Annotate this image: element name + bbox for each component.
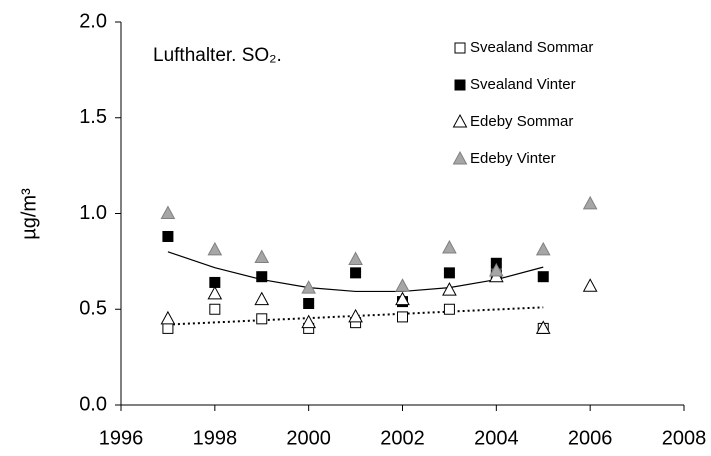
- point: [301, 314, 317, 329]
- point: [582, 195, 598, 210]
- point: [160, 310, 176, 325]
- y-tick-label: 1.0: [79, 202, 107, 224]
- point: [348, 251, 363, 265]
- point: [582, 278, 598, 292]
- point: [442, 282, 457, 296]
- x-tick-label: 2008: [662, 427, 707, 449]
- point: [303, 298, 315, 310]
- y-tick-label: 0.5: [79, 298, 107, 320]
- point: [443, 303, 455, 315]
- legend-marker: [452, 113, 468, 128]
- legend-label: Svealand Sommar: [470, 39, 593, 56]
- point: [301, 280, 317, 294]
- x-tick-label: 2000: [286, 427, 331, 449]
- point: [350, 267, 362, 279]
- point: [254, 249, 270, 264]
- trendline: [167, 251, 544, 293]
- point: [254, 291, 270, 306]
- point: [395, 278, 410, 292]
- point: [488, 262, 504, 277]
- y-tick-label: 1.5: [79, 106, 107, 128]
- x-tick-label: 2002: [380, 427, 425, 449]
- x-tick-label: 1996: [99, 427, 144, 449]
- point: [162, 230, 174, 242]
- point: [160, 205, 176, 219]
- point: [348, 308, 363, 323]
- y-tick-label: 2.0: [79, 10, 107, 32]
- y-tick-label: 0.0: [79, 393, 107, 415]
- point: [442, 239, 457, 254]
- legend-marker: [454, 79, 466, 91]
- point: [207, 285, 223, 300]
- x-tick-label: 2004: [474, 427, 519, 449]
- point: [535, 320, 551, 334]
- point: [537, 271, 549, 283]
- point: [397, 311, 408, 323]
- point: [256, 271, 268, 283]
- legend-label: Edeby Vinter: [470, 150, 556, 167]
- legend-marker: [452, 150, 468, 165]
- point: [209, 303, 221, 315]
- x-tick-label: 2006: [568, 427, 613, 449]
- point: [207, 241, 223, 256]
- chart-title: Lufthalter. SO₂.: [153, 45, 282, 66]
- y-axis-label: µg/m³: [18, 188, 40, 240]
- point: [395, 291, 410, 306]
- legend-label: Edeby Sommar: [470, 113, 573, 130]
- legend-label: Svealand Vinter: [470, 76, 576, 93]
- point: [162, 322, 174, 334]
- point: [256, 313, 268, 325]
- x-tick-label: 1998: [193, 427, 238, 449]
- legend-marker: [454, 42, 466, 54]
- point: [535, 241, 551, 256]
- point: [443, 267, 455, 279]
